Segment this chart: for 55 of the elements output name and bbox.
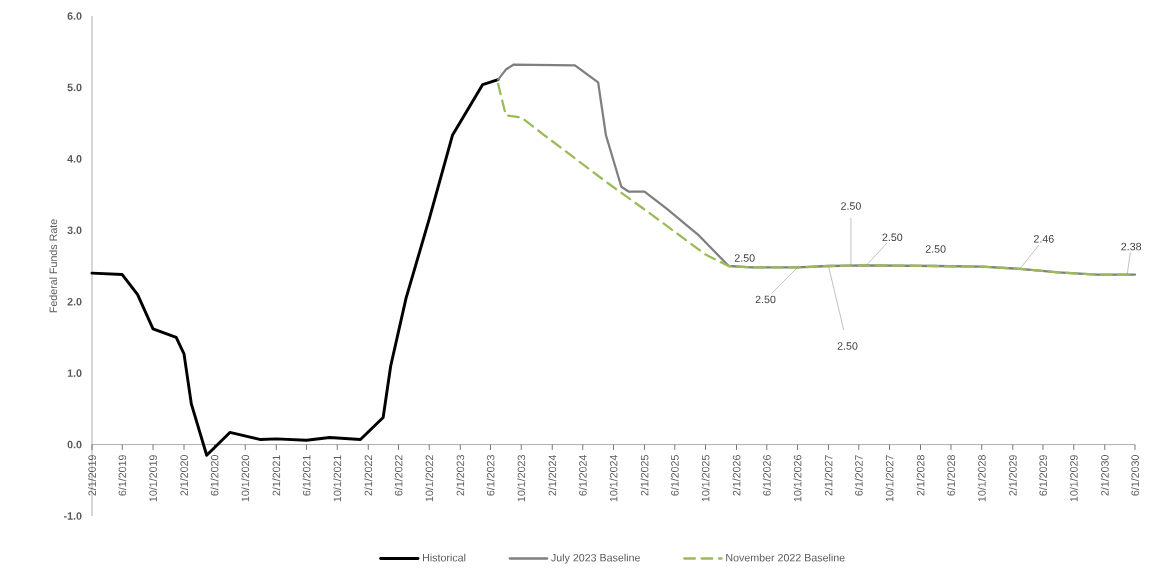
x-tick-label: 6/1/2025 xyxy=(670,455,679,496)
annotation: 2.50 xyxy=(734,254,755,262)
annotation: 2.50 xyxy=(925,245,946,253)
x-tick-label: 2/1/2024 xyxy=(548,454,557,496)
x-tick-label: 2/1/2025 xyxy=(640,455,649,496)
y-tick-label: 6.0 xyxy=(67,12,82,20)
x-tick-label: 2/1/2019 xyxy=(88,455,96,496)
x-tick-label: 6/1/2024 xyxy=(578,454,587,496)
annotation: 2.50 xyxy=(882,233,903,242)
legend-label: July 2023 Baseline xyxy=(551,553,640,564)
x-tick-label: 6/1/2022 xyxy=(394,455,403,496)
y-tick-label: 3.0 xyxy=(67,226,82,235)
x-tick-label: 10/1/2028 xyxy=(977,455,986,502)
x-tick-label: 6/1/2028 xyxy=(947,455,955,496)
x-tick-label: 2/1/2026 xyxy=(732,455,741,496)
y-tick-label: -1.0 xyxy=(64,512,82,520)
x-tick-label: 2/1/2022 xyxy=(364,455,373,496)
annotation: 2.50 xyxy=(841,202,861,210)
annotation: 2.50 xyxy=(755,295,776,304)
x-tick-label: 10/1/2020 xyxy=(241,455,250,502)
y-tick-label: 5.0 xyxy=(67,83,82,92)
x-tick-label: 2/1/2023 xyxy=(456,455,465,496)
annotation: 2.46 xyxy=(1033,235,1054,243)
x-tick-label: 2/1/2027 xyxy=(824,455,833,496)
x-tick-label: 2/1/2021 xyxy=(272,455,281,496)
x-tick-label: 6/1/2021 xyxy=(302,455,311,496)
x-tick-label: 10/1/2025 xyxy=(701,455,710,502)
x-tick-label: 6/1/2023 xyxy=(486,455,495,496)
x-tick-label: 10/1/2027 xyxy=(885,455,894,502)
legend-label: November 2022 Baseline xyxy=(726,553,845,562)
x-tick-label: 6/1/2029 xyxy=(1039,455,1047,496)
legend-label: Historical xyxy=(423,553,466,562)
x-tick-label: 6/1/2026 xyxy=(762,455,771,496)
x-tick-label: 6/1/2030 xyxy=(1131,455,1139,496)
x-tick-label: 10/1/2023 xyxy=(517,455,526,502)
x-tick-label: 2/1/2020 xyxy=(180,455,188,496)
x-tick-label: 6/1/2027 xyxy=(854,455,863,496)
y-tick-label: 0.0 xyxy=(67,440,82,449)
x-tick-label: 10/1/2024 xyxy=(609,454,618,502)
y-tick-label: 2.0 xyxy=(67,297,82,306)
x-tick-label: 10/1/2029 xyxy=(1069,455,1078,502)
annotation: 2.50 xyxy=(837,342,858,350)
annotation: 2.38 xyxy=(1121,242,1142,251)
x-tick-label: 6/1/2020 xyxy=(210,455,219,496)
x-tick-label: 10/1/2026 xyxy=(793,455,802,502)
x-tick-label: 10/1/2019 xyxy=(149,455,157,502)
x-tick-label: 2/1/2029 xyxy=(1008,455,1017,496)
y-axis-title: Federal Funds Rate xyxy=(49,219,58,313)
x-tick-label: 2/1/2030 xyxy=(1100,455,1109,496)
x-tick-label: 6/1/2019 xyxy=(118,455,127,496)
y-tick-label: 4.0 xyxy=(67,155,82,163)
x-tick-label: 2/1/2028 xyxy=(916,455,925,496)
y-tick-label: 1.0 xyxy=(67,369,82,377)
x-tick-label: 10/1/2021 xyxy=(333,455,342,502)
x-tick-label: 10/1/2022 xyxy=(425,455,434,502)
